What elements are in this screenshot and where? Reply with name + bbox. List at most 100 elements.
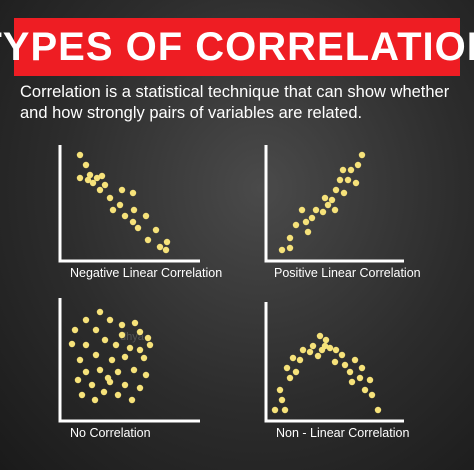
none-point — [106, 316, 114, 324]
negative-point — [76, 174, 84, 182]
positive-point — [308, 214, 316, 222]
negative-point — [129, 189, 137, 197]
none-point — [121, 381, 129, 389]
none-point — [126, 344, 134, 352]
nonlinear-point — [374, 406, 382, 414]
nonlinear-point — [332, 346, 340, 354]
positive-point — [332, 186, 340, 194]
none-point — [92, 351, 100, 359]
positive-point — [319, 208, 327, 216]
nonlinear-point — [292, 368, 300, 376]
negative-point — [162, 246, 170, 254]
negative-point — [130, 206, 138, 214]
nonlinear-point — [346, 368, 354, 376]
nonlinear-point — [341, 361, 349, 369]
none-point — [74, 376, 82, 384]
positive-point — [352, 179, 360, 187]
nonlinear-point — [299, 346, 307, 354]
nonlinear-point — [309, 342, 317, 350]
none-point — [68, 340, 76, 348]
nonlinear-point — [278, 396, 286, 404]
none-axes — [58, 298, 200, 423]
negative-point — [84, 176, 92, 184]
nonlinear-point — [326, 344, 334, 352]
none-point — [140, 354, 148, 362]
negative-point — [118, 186, 126, 194]
nonlinear-point — [318, 346, 326, 354]
none-point — [88, 381, 96, 389]
negative-point — [116, 201, 124, 209]
none-point — [91, 396, 99, 404]
nonlinear-point — [281, 406, 289, 414]
nonlinear-point — [348, 378, 356, 386]
none-point — [104, 374, 112, 382]
none-point — [78, 391, 86, 399]
negative-point — [144, 236, 152, 244]
none-point — [130, 366, 138, 374]
positive-correlation-caption: Positive Linear Correlation — [274, 266, 421, 280]
nonlinear-point — [322, 336, 330, 344]
nonlinear-point — [321, 342, 329, 350]
none-point — [76, 356, 84, 364]
none-point — [128, 396, 136, 404]
positive-point — [286, 234, 294, 242]
none-point — [114, 368, 122, 376]
none-point — [82, 316, 90, 324]
negative-point — [98, 172, 106, 180]
nonlinear-point — [296, 356, 304, 364]
nonlinear-point — [361, 386, 369, 394]
positive-point — [278, 246, 286, 254]
none-point — [96, 308, 104, 316]
negative-point — [121, 212, 129, 220]
none-point — [112, 341, 120, 349]
positive-axes — [264, 145, 404, 263]
nonlinear-point — [368, 391, 376, 399]
nonlinear-point — [306, 348, 314, 356]
none-point — [82, 368, 90, 376]
negative-point — [86, 171, 94, 179]
positive-point — [340, 189, 348, 197]
none-point — [131, 319, 139, 327]
nonlinear-point — [289, 354, 297, 362]
positive-point — [344, 176, 352, 184]
negative-point — [156, 243, 164, 251]
nonlinear-point — [358, 364, 366, 372]
negative-point — [129, 218, 137, 226]
none-point — [118, 321, 126, 329]
positive-point — [304, 228, 312, 236]
negative-point — [96, 186, 104, 194]
positive-point — [331, 206, 339, 214]
negative-point — [82, 161, 90, 169]
positive-point — [354, 161, 362, 169]
nonlinear-point — [286, 374, 294, 382]
none-point — [100, 388, 108, 396]
none-point — [108, 356, 116, 364]
nonlinear-point — [351, 356, 359, 364]
nonlinear-point — [356, 374, 364, 382]
positive-point — [324, 201, 332, 209]
no-correlation-caption: No Correlation — [70, 426, 151, 440]
nonlinear-point — [316, 332, 324, 340]
none-point — [144, 334, 152, 342]
positive-point — [312, 206, 320, 214]
positive-point — [302, 218, 310, 226]
none-point — [92, 326, 100, 334]
description-text: Correlation is a statistical technique t… — [20, 83, 450, 122]
positive-point — [321, 194, 329, 202]
none-point — [121, 353, 129, 361]
negative-point — [163, 238, 171, 246]
none-point — [142, 371, 150, 379]
page-title: TYPES OF CORRELATION — [0, 24, 474, 69]
positive-point — [336, 176, 344, 184]
negative-correlation-caption: Negative Linear Correlation — [70, 266, 223, 280]
nonlinear-point — [271, 406, 279, 414]
negative-point — [93, 174, 101, 182]
negative-point — [109, 206, 117, 214]
positive-point — [292, 221, 300, 229]
negative-point — [101, 181, 109, 189]
negative-axes — [58, 145, 200, 263]
negative-point — [142, 212, 150, 220]
none-point — [146, 341, 154, 349]
none-point — [114, 391, 122, 399]
nonlinear-point — [314, 352, 322, 360]
